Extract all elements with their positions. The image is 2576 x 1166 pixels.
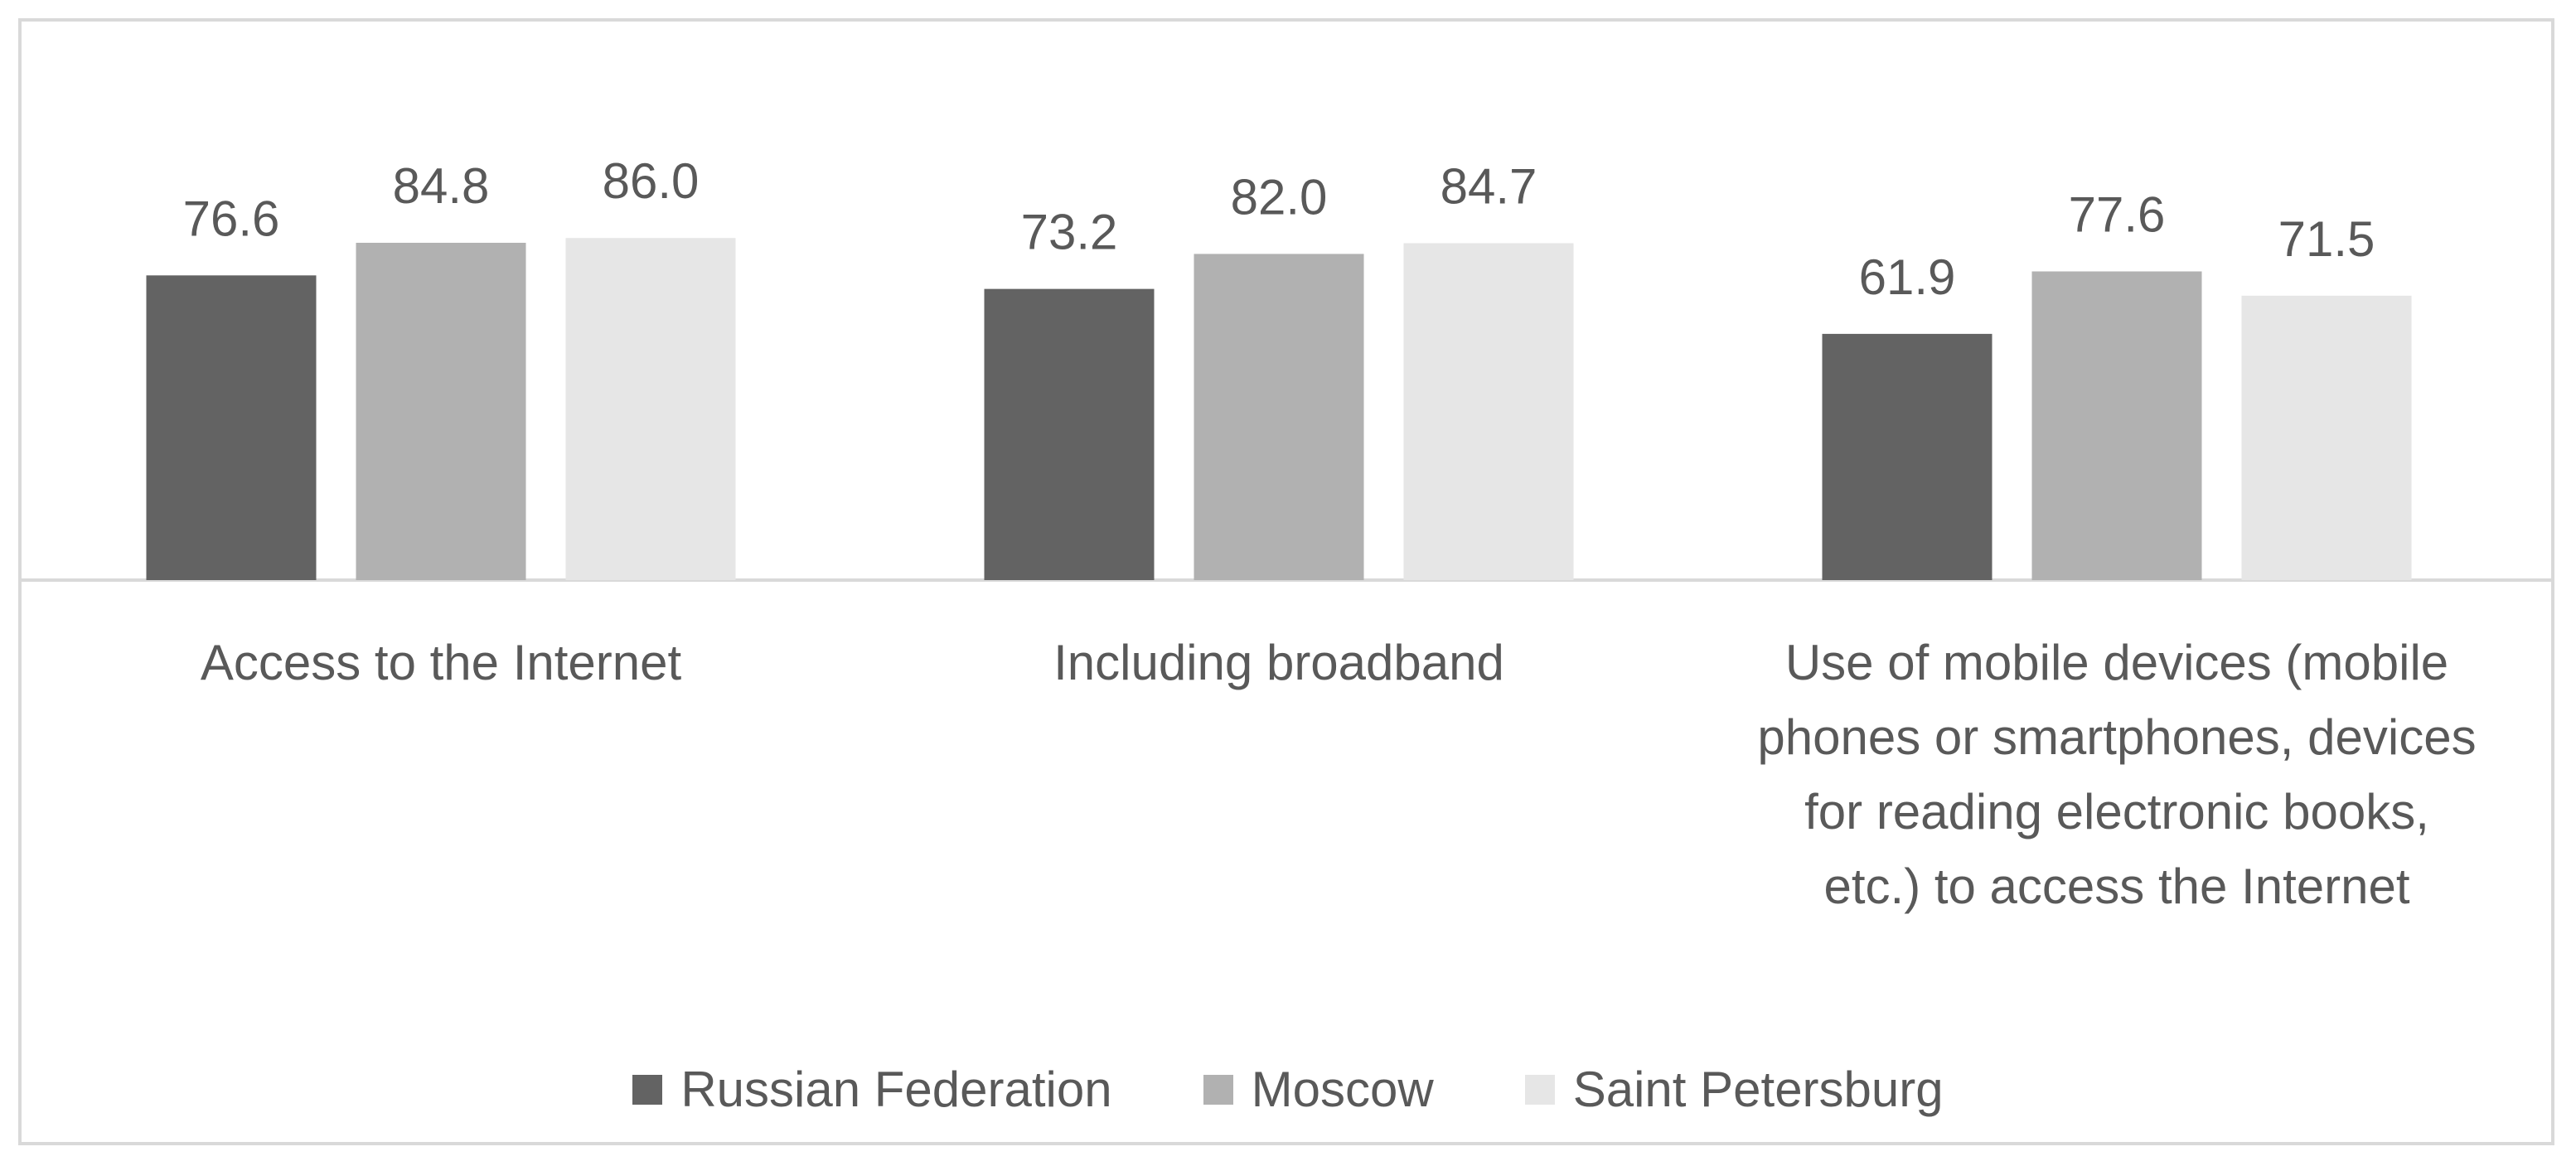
legend-swatch-saint-petersburg [1524, 1075, 1555, 1105]
data-label-saint-petersburg-1: 86.0 [603, 153, 700, 209]
legend-swatch-moscow [1203, 1075, 1233, 1105]
data-label-moscow-2: 82.0 [1231, 169, 1328, 225]
bar-saint-petersburg-2 [1403, 243, 1574, 580]
bar-russian-federation-3 [1822, 333, 1993, 580]
data-label-saint-petersburg-2: 84.7 [1441, 158, 1537, 214]
legend-label-moscow: Moscow [1251, 1062, 1434, 1117]
bar-saint-petersburg-3 [2241, 295, 2412, 580]
legend-entry-saint-petersburg: Saint Petersburg [1524, 1062, 1944, 1117]
category-label-2-line-1: Including broadband [1053, 635, 1504, 690]
category-label-3-line-3: for reading electronic books, [1804, 784, 2429, 839]
bar-russian-federation-1 [146, 275, 317, 580]
legend: Russian Federation Moscow Saint Petersbu… [0, 1065, 2576, 1115]
legend-label-russian-federation: Russian Federation [680, 1062, 1112, 1117]
category-label-3: Use of mobile devices (mobile phones or s… [1757, 635, 2476, 914]
bar-moscow-1 [356, 242, 526, 580]
legend-entry-moscow: Moscow [1203, 1065, 1434, 1115]
data-label-russian-federation-3: 61.9 [1859, 249, 1956, 305]
bar-moscow-3 [2031, 271, 2202, 580]
data-label-saint-petersburg-3: 71.5 [2278, 211, 2375, 267]
data-label-moscow-1: 84.8 [393, 158, 490, 214]
legend-label-saint-petersburg: Saint Petersburg [1572, 1062, 1944, 1117]
bar-moscow-2 [1194, 254, 1364, 580]
category-label-1-line-1: Access to the Internet [201, 635, 682, 690]
category-label-1: Access to the Internet [201, 635, 682, 690]
category-label-3-line-4: etc.) to access the Internet [1823, 859, 2409, 914]
legend-entry-russian-federation: Russian Federation [632, 1062, 1112, 1117]
data-label-russian-federation-2: 73.2 [1021, 205, 1118, 260]
data-label-moscow-3: 77.6 [2069, 187, 2166, 243]
category-label-3-line-2: phones or smartphones, devices [1757, 709, 2476, 765]
bar-russian-federation-2 [984, 288, 1155, 580]
data-label-russian-federation-1: 76.6 [183, 191, 280, 246]
category-label-3-line-1: Use of mobile devices (mobile [1785, 635, 2448, 690]
category-label-2: Including broadband [1053, 635, 1504, 690]
bar-saint-petersburg-1 [565, 238, 736, 580]
legend-swatch-russian-federation [632, 1075, 663, 1105]
